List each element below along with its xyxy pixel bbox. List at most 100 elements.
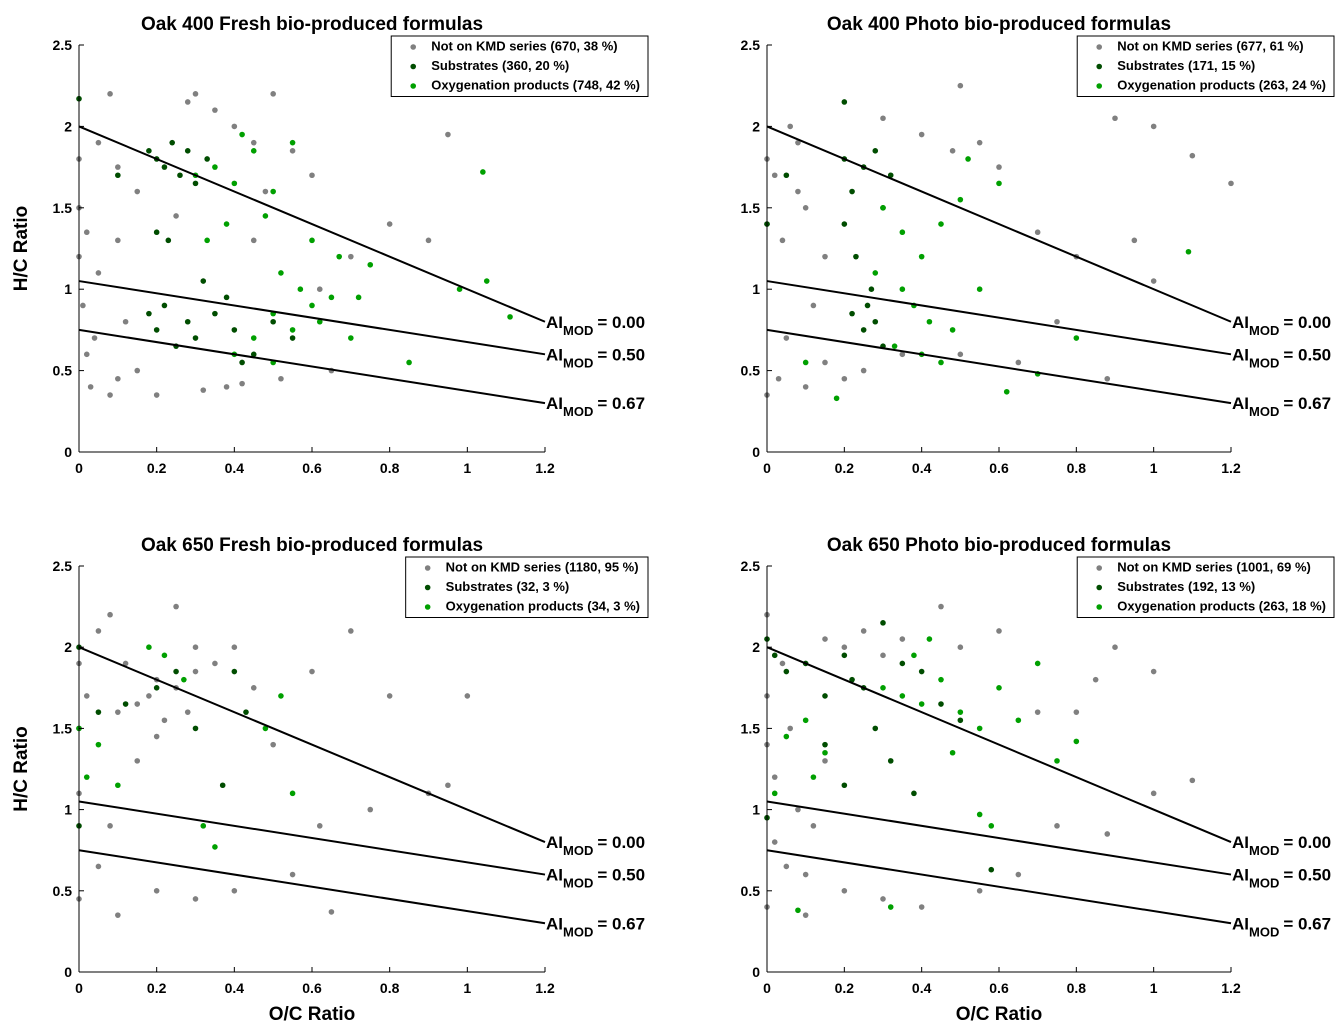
scatter-point: [348, 253, 354, 260]
scatter-point: [219, 782, 226, 789]
scatter-point: [146, 693, 152, 699]
scatter-point: [328, 909, 335, 915]
ai-label-sub: MOD: [1249, 876, 1279, 891]
scatter-point: [1015, 359, 1022, 366]
scatter-point: [833, 395, 840, 402]
scatter-point: [192, 668, 199, 675]
ai-mod-line: [78, 849, 546, 925]
scatter-point: [184, 318, 191, 325]
ai-label-value: = 0.67: [597, 914, 645, 933]
y-tick-label: 1.5: [741, 200, 761, 216]
y-tick-label: 1.5: [741, 720, 761, 736]
ai-label-value: = 0.00: [597, 313, 645, 332]
scatter-point: [976, 811, 983, 818]
legend-label: Not on KMD series (1180, 95 %): [446, 559, 639, 574]
scatter-point: [1150, 668, 1157, 675]
scatter-point: [134, 367, 141, 374]
scatter-point: [1131, 237, 1138, 244]
x-tick-label: 1: [1150, 460, 1158, 476]
scatter-point: [239, 131, 245, 138]
scatter-point: [316, 286, 323, 293]
scatter-point: [250, 139, 257, 146]
scatter-point: [134, 701, 141, 707]
scatter-point: [250, 335, 257, 341]
scatter-point: [262, 213, 269, 219]
scatter-point: [918, 668, 925, 675]
scatter-point: [122, 701, 129, 707]
x-tick-label: 0.8: [1067, 460, 1087, 476]
x-tick-label: 0.6: [302, 460, 322, 476]
scatter-point: [1003, 388, 1010, 395]
x-tick-label: 0.8: [380, 980, 400, 996]
scatter-point: [177, 172, 183, 179]
scatter-point: [802, 912, 809, 918]
scatter-point: [289, 335, 296, 341]
scatter-point: [1112, 115, 1118, 122]
y-tick-label: 2.5: [741, 37, 761, 53]
scatter-point: [1104, 375, 1111, 382]
ai-mod-line: [78, 280, 546, 356]
scatter-point: [184, 148, 191, 154]
y-tick-label: 1.5: [53, 200, 73, 216]
scatter-point: [1015, 871, 1022, 878]
scatter-point: [864, 302, 871, 309]
legend-marker: [424, 584, 431, 591]
ai-label-sub: MOD: [563, 355, 593, 370]
scatter-point: [83, 774, 90, 780]
scatter-point: [822, 636, 828, 642]
scatter-point: [456, 286, 463, 293]
scatter-point: [795, 806, 801, 813]
ai-label-sub: MOD: [1249, 404, 1279, 419]
ai-mod-line: [766, 800, 1232, 876]
scatter-point: [787, 725, 793, 732]
scatter-point: [795, 139, 801, 146]
scatter-point: [386, 221, 393, 227]
scatter-point: [802, 871, 809, 878]
scatter-point: [270, 318, 276, 325]
scatter-point: [899, 693, 906, 699]
legend-box: [1076, 556, 1335, 618]
scatter-point: [278, 693, 284, 699]
scatter-point: [80, 302, 86, 309]
ai-mod-label: AIMOD = 0.50: [1232, 866, 1331, 891]
x-axis-label: O/C Ratio: [956, 1004, 1043, 1023]
ai-label: AI: [1232, 833, 1249, 852]
scatter-point: [107, 823, 113, 829]
scatter-point: [996, 685, 1002, 691]
scatter-point: [107, 91, 113, 97]
scatter-point: [810, 823, 817, 829]
scatter-point: [297, 286, 304, 293]
scatter-point: [153, 327, 160, 333]
ai-label-value: = 0.00: [1283, 313, 1331, 332]
scatter-point: [822, 749, 828, 756]
panel: Oak 400 Fresh bio-produced formulas 0 0.2 0…: [11, 14, 649, 476]
x-tick-label: 0.4: [225, 980, 245, 996]
scatter-point: [841, 99, 848, 105]
scatter-point: [779, 237, 786, 244]
x-tick-label: 0.6: [989, 460, 1009, 476]
scatter-point: [853, 253, 859, 260]
scatter-point: [891, 343, 898, 349]
scatter-point: [957, 196, 964, 203]
scatter-point: [872, 725, 879, 732]
legend-marker: [424, 604, 431, 610]
scatter-point: [115, 375, 121, 382]
scatter-point: [336, 253, 342, 260]
x-tick-label: 1.2: [535, 980, 555, 996]
y-tick-label: 2: [64, 639, 72, 655]
scatter-point: [802, 359, 809, 366]
scatter-point: [348, 628, 354, 634]
ai-label-value: = 0.50: [597, 866, 645, 885]
legend-marker: [410, 44, 417, 50]
scatter-point: [270, 91, 276, 97]
scatter-point: [841, 888, 848, 894]
legend-label: Substrates (32, 3 %): [446, 579, 570, 594]
chart-title: Oak 400 Fresh bio-produced formulas: [141, 14, 483, 35]
scatter-point: [1150, 278, 1157, 284]
legend-box: [390, 35, 649, 97]
scatter-point: [212, 660, 218, 667]
legend: Not on KMD series (677, 61 %) Substrates …: [1076, 35, 1335, 97]
scatter-point: [872, 270, 879, 276]
scatter-point: [192, 644, 199, 650]
ai-label-sub: MOD: [563, 843, 593, 858]
